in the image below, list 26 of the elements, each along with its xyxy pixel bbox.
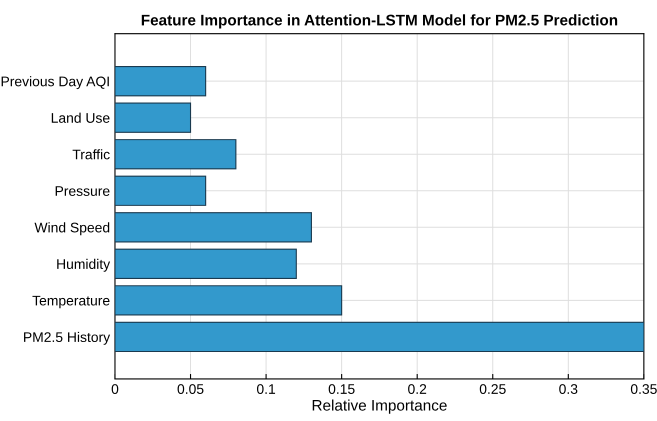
bar [114, 102, 192, 133]
bar [114, 176, 206, 206]
bar [114, 248, 297, 279]
y-tick-label: Wind Speed [34, 222, 110, 236]
y-tick-label: Previous Day AQI [2, 76, 109, 90]
chart-title: Feature Importance in Attention-LSTM Model for PM2.5 Prediction [142, 14, 618, 29]
x-tick-label: 0.25 [480, 384, 506, 394]
x-tick-label: 0.2 [408, 384, 426, 394]
y-tick-label: PM2.5 History [24, 332, 110, 345]
x-axis-title: Relative Importance [312, 399, 447, 414]
x-tick-label: 0.15 [328, 384, 355, 394]
x-tick-label: 0.05 [178, 384, 204, 394]
y-tick-label: Pressure [56, 186, 110, 196]
bar [114, 139, 236, 170]
x-tick-label: 0 [112, 384, 118, 394]
bar [114, 322, 644, 352]
y-tick-label: Traffic [72, 149, 110, 160]
x-tick-label: 0.3 [559, 384, 578, 394]
x-tick-label: 0.35 [630, 384, 657, 394]
y-tick-label: Land Use [52, 112, 110, 123]
bar [114, 66, 206, 96]
x-tick-label: 0.1 [256, 384, 276, 394]
bar [114, 285, 342, 316]
y-tick-label: Temperature [32, 296, 110, 308]
y-tick-label: Humidity [57, 258, 110, 272]
bar [114, 212, 312, 242]
